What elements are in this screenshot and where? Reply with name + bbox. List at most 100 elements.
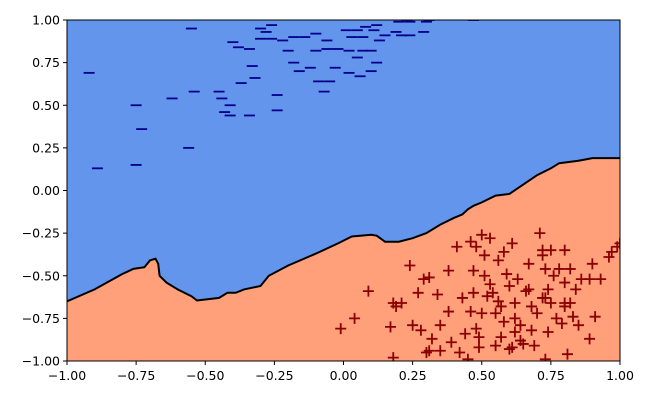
plus-marker <box>498 246 510 258</box>
y-tick-label: 0.25 <box>32 140 60 155</box>
plus-marker <box>415 324 427 336</box>
plus-marker <box>465 236 477 248</box>
plus-marker <box>559 244 571 256</box>
plus-marker <box>470 323 482 335</box>
plus-marker <box>614 237 620 249</box>
plus-marker <box>462 353 474 361</box>
plus-marker <box>528 340 540 352</box>
plus-marker <box>595 273 607 285</box>
plus-marker <box>459 328 471 340</box>
plus-marker <box>526 300 538 312</box>
plus-marker <box>387 352 399 361</box>
y-tick-label: 0.50 <box>32 98 60 113</box>
plus-marker <box>396 297 408 309</box>
plus-marker <box>589 311 601 323</box>
plus-marker <box>539 353 551 361</box>
y-axis: 1.00 0.75 0.50 0.25 0.00 −0.25 −0.50 −0.75 −1.00 <box>22 13 67 369</box>
plus-marker <box>479 270 491 282</box>
plus-marker <box>553 263 565 275</box>
plus-marker <box>426 333 438 345</box>
y-tick-label: −0.75 <box>22 311 60 326</box>
plus-marker <box>465 306 477 318</box>
x-tick-label: 0.00 <box>330 368 358 383</box>
plus-marker <box>476 307 488 319</box>
plus-marker <box>506 237 518 249</box>
plus-marker <box>537 249 549 261</box>
plus-marker <box>434 345 446 357</box>
plus-marker <box>412 287 424 299</box>
plus-marker <box>584 273 596 285</box>
plus-marker <box>420 346 432 358</box>
plus-marker <box>443 265 455 277</box>
plus-marker <box>362 285 374 297</box>
plus-marker <box>545 244 557 256</box>
plus-marker <box>451 241 463 253</box>
x-tick-label: −0.75 <box>117 368 155 383</box>
plus-marker <box>514 319 526 331</box>
plus-marker <box>484 278 496 290</box>
plus-marker <box>404 260 416 272</box>
plus-marker <box>603 251 615 263</box>
plus-marker <box>556 317 568 329</box>
plus-marker <box>559 300 571 312</box>
plus-marker <box>492 254 504 266</box>
plus-marker <box>506 341 518 353</box>
plus-marker <box>487 287 499 299</box>
plus-marker <box>456 292 468 304</box>
plus-marker <box>517 338 529 350</box>
y-tick-label: 1.00 <box>32 13 60 28</box>
plus-marker <box>390 300 402 312</box>
plus-marker <box>531 307 543 319</box>
plus-marker <box>559 277 571 289</box>
x-tick-label: −0.25 <box>255 368 293 383</box>
plus-marker <box>467 287 479 299</box>
plus-marker <box>573 319 585 331</box>
x-tick-label: 0.75 <box>537 368 565 383</box>
plus-marker <box>564 263 576 275</box>
plus-marker <box>473 341 485 353</box>
y-tick-label: 0.75 <box>32 55 60 70</box>
plus-marker <box>467 265 479 277</box>
plus-marker <box>567 311 579 323</box>
plus-marker <box>509 312 521 324</box>
y-tick-label: −0.25 <box>22 226 60 241</box>
plus-marker <box>520 285 532 297</box>
plus-marker <box>523 283 535 295</box>
plus-marker <box>503 343 515 355</box>
plus-marker <box>534 227 546 239</box>
plus-marker <box>476 229 488 241</box>
x-tick-label: −0.50 <box>186 368 224 383</box>
plus-marker <box>606 246 618 258</box>
x-tick-label: 0.25 <box>399 368 427 383</box>
y-tick-label: −0.50 <box>22 268 60 283</box>
plus-marker <box>512 273 524 285</box>
y-tick-label: 0.00 <box>32 183 60 198</box>
plus-marker <box>495 331 507 343</box>
plus-marker <box>335 323 347 335</box>
plus-marker <box>586 258 598 270</box>
plus-marker <box>484 232 496 244</box>
plus-marker <box>542 326 554 338</box>
plus-marker <box>473 331 485 343</box>
x-tick-label: −1.00 <box>48 368 86 383</box>
negative-class-points <box>83 20 479 170</box>
positive-class-points <box>335 227 620 361</box>
y-tick-label: −1.00 <box>22 354 60 369</box>
plus-marker <box>498 316 510 328</box>
plus-marker <box>495 300 507 312</box>
plus-marker <box>492 295 504 307</box>
plus-marker <box>548 270 560 282</box>
plus-marker <box>385 321 397 333</box>
plus-marker <box>545 297 557 309</box>
plus-marker <box>490 340 502 352</box>
plus-marker <box>490 307 502 319</box>
plus-marker <box>523 258 535 270</box>
plus-marker <box>470 241 482 253</box>
plus-marker <box>509 326 521 338</box>
plus-marker <box>550 312 562 324</box>
plus-marker <box>349 312 361 324</box>
plus-marker <box>423 345 435 357</box>
plus-marker <box>539 292 551 304</box>
plus-marker <box>481 290 493 302</box>
